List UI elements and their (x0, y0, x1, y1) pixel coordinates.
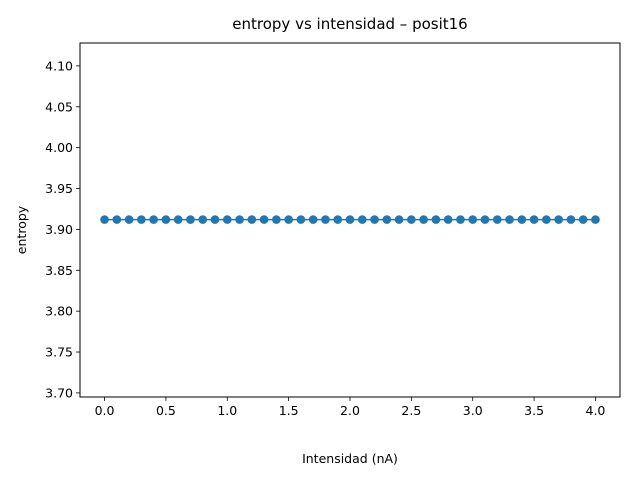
x-axis: 0.0 0.5 1.0 1.5 2.0 2.5 3.0 3.5 4.0 (95, 397, 606, 418)
data-point (456, 215, 465, 224)
data-point (345, 215, 355, 224)
y-tick-label: 3.95 (45, 181, 73, 196)
data-point (112, 215, 122, 224)
y-tick-label: 4.05 (45, 99, 73, 114)
data-point (431, 215, 441, 224)
x-tick-label: 1.5 (279, 403, 299, 418)
data-point (578, 215, 588, 224)
data-point (222, 215, 232, 224)
data-point (554, 215, 563, 224)
x-tick-label: 3.0 (463, 403, 483, 418)
y-tick-label: 4.10 (45, 58, 73, 73)
y-axis-title: entropy (14, 205, 29, 254)
y-tick-label: 3.70 (45, 385, 73, 400)
plot-area (100, 215, 600, 224)
data-point (333, 215, 343, 224)
x-tick-label: 0.5 (156, 403, 176, 418)
data-point (100, 215, 109, 224)
data-point (566, 215, 576, 224)
x-tick-label: 2.5 (401, 403, 421, 418)
data-point (591, 215, 600, 224)
data-point (308, 215, 318, 224)
data-point (210, 215, 220, 224)
data-point (161, 215, 171, 224)
data-point (492, 215, 502, 224)
data-point (468, 215, 478, 224)
x-tick-label: 1.0 (217, 403, 237, 418)
data-point (419, 215, 428, 224)
data-point (394, 215, 404, 224)
data-point (529, 215, 539, 224)
data-point (149, 215, 158, 224)
data-point (370, 215, 379, 224)
data-point (173, 215, 183, 224)
data-point (480, 215, 490, 224)
x-tick-label: 0.0 (95, 403, 115, 418)
data-point (198, 215, 208, 224)
data-point (517, 215, 527, 224)
data-point (321, 215, 330, 224)
y-tick-label: 3.75 (45, 345, 73, 360)
data-point (357, 215, 367, 224)
x-tick-label: 4.0 (586, 403, 606, 418)
data-point (259, 215, 269, 224)
data-point (382, 215, 392, 224)
data-point (407, 215, 416, 224)
x-tick-label: 3.5 (524, 403, 544, 418)
data-point (137, 215, 146, 224)
x-axis-title: Intensidad (nA) (302, 451, 398, 466)
y-axis: 3.70 3.75 3.80 3.85 3.90 3.95 4.00 4.05 4.10 (45, 58, 80, 400)
y-tick-label: 3.80 (45, 304, 73, 319)
data-point (186, 215, 195, 224)
y-tick-label: 3.85 (45, 263, 73, 278)
x-tick-label: 2.0 (340, 403, 360, 418)
data-point (284, 215, 293, 224)
data-point (296, 215, 306, 224)
data-point (124, 215, 134, 224)
y-tick-label: 3.90 (45, 222, 73, 237)
data-point (235, 215, 244, 224)
data-point (247, 215, 257, 224)
data-point (443, 215, 453, 224)
data-point (542, 215, 551, 224)
data-point (505, 215, 514, 224)
data-point (272, 215, 281, 224)
y-tick-label: 4.00 (45, 140, 73, 155)
chart-title: entropy vs intensidad – posit16 (232, 15, 467, 33)
